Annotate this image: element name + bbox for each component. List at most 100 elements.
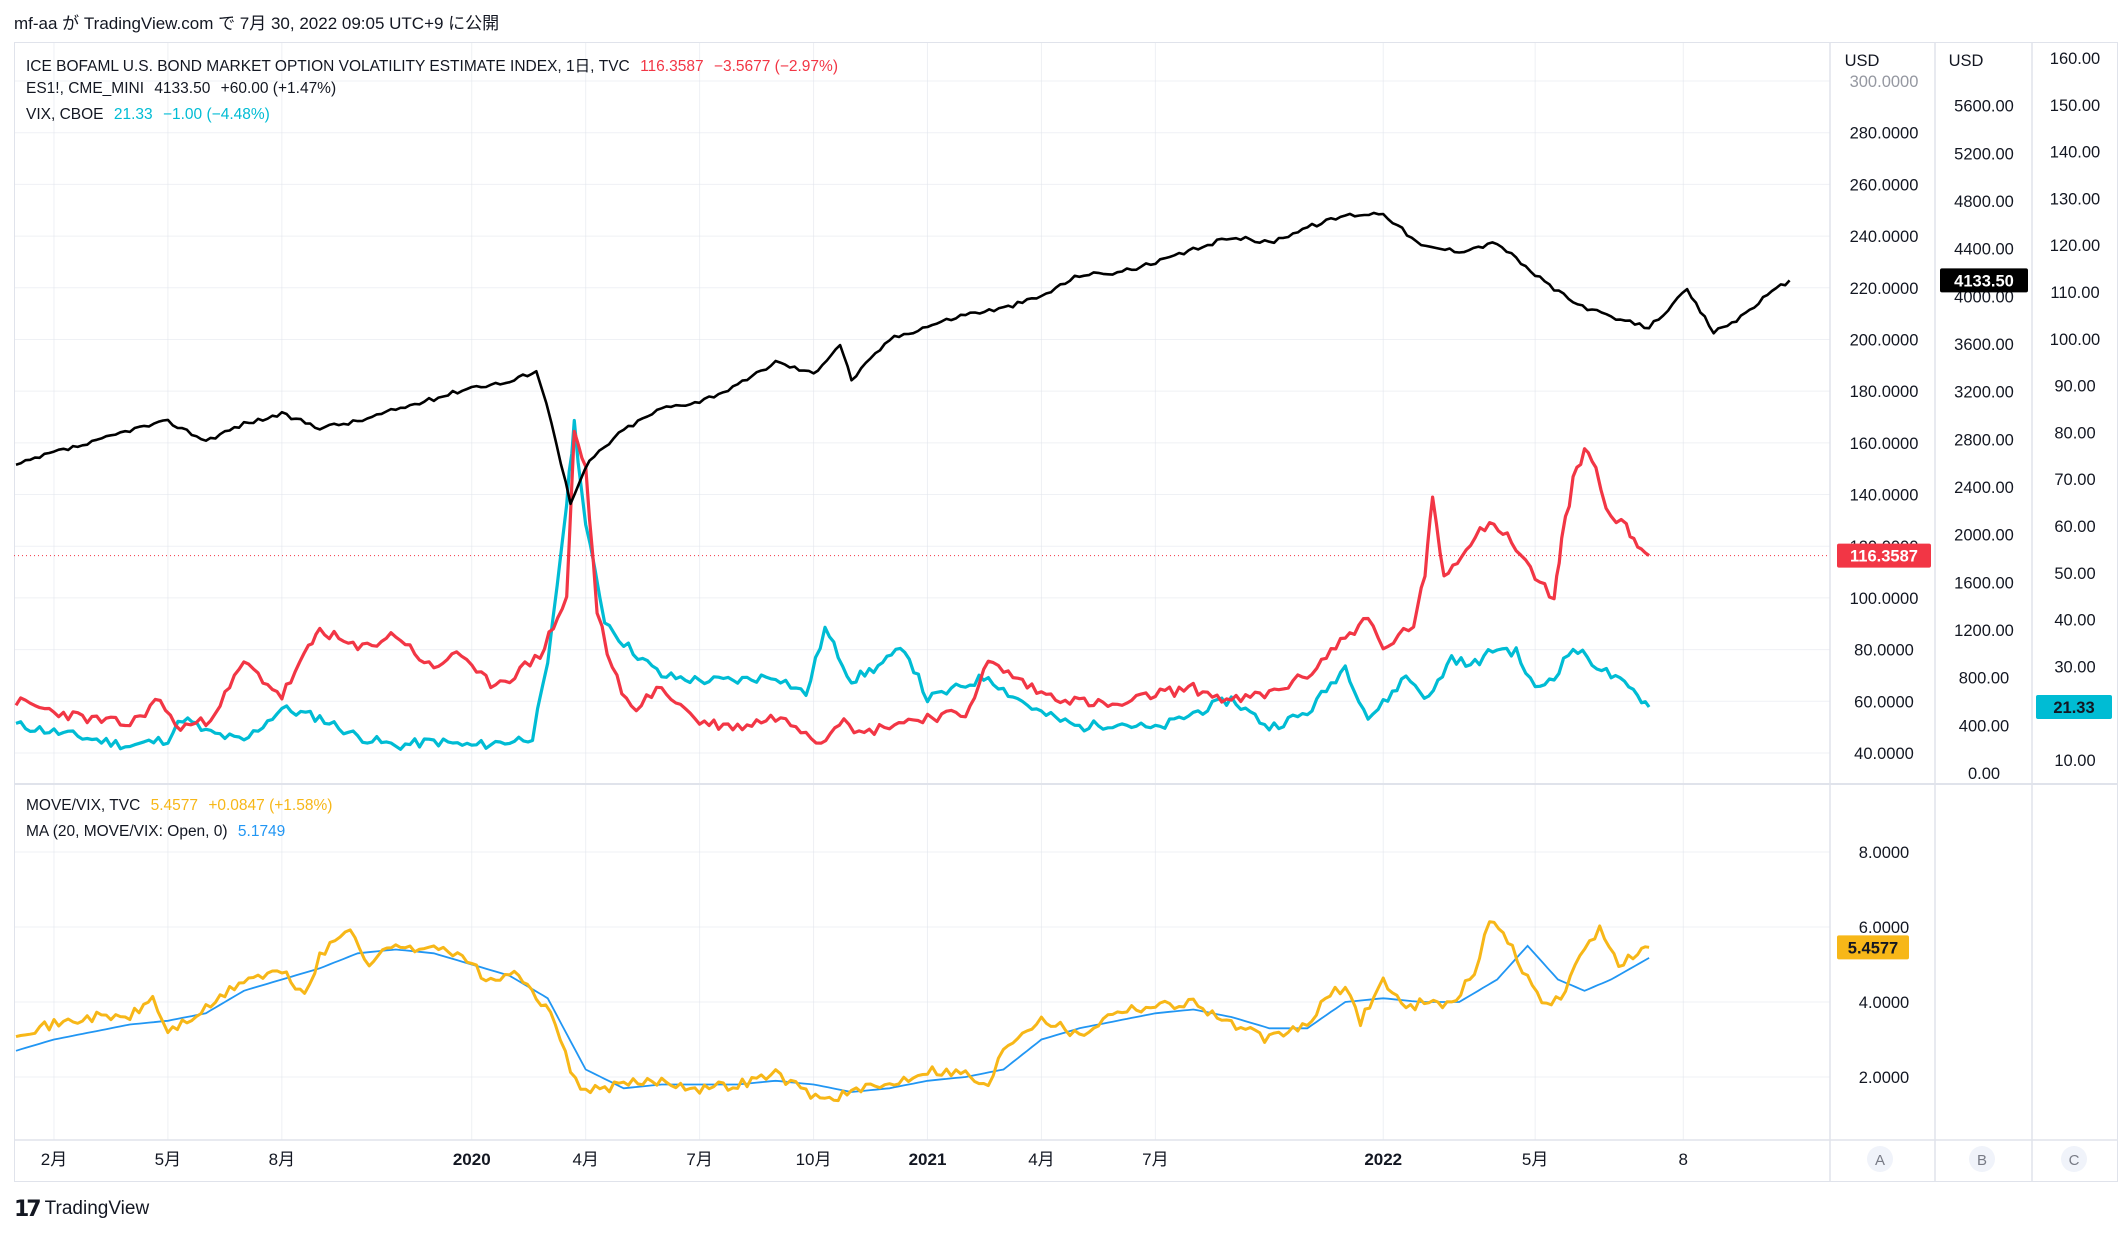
es-axis-tick: 1600.00 bbox=[1954, 574, 2014, 592]
vix-axis-tick: 40.00 bbox=[2054, 612, 2095, 630]
vix-price-badge: 21.33 bbox=[2053, 699, 2094, 717]
legend-move-value: 116.3587 bbox=[640, 58, 704, 75]
legend-es-name: ES1!, CME_MINI bbox=[26, 80, 144, 97]
legend-vix-name: VIX, CBOE bbox=[26, 106, 104, 123]
tradingview-logo-icon: 𝟭𝟳 bbox=[14, 1196, 42, 1221]
legend-es-value: 4133.50 bbox=[154, 80, 211, 97]
vix-axis-tick: 140.00 bbox=[2050, 144, 2100, 162]
legend-vix-value: 21.33 bbox=[113, 106, 153, 123]
move-axis-tick: 220.0000 bbox=[1850, 280, 1919, 298]
ratio-axis-tick: 4.0000 bbox=[1859, 994, 1909, 1012]
legend-ma-value: 5.1749 bbox=[237, 823, 286, 840]
move-line[interactable] bbox=[14, 429, 1651, 745]
legend-move-row[interactable]: ICE BOFAML U.S. BOND MARKET OPTION VOLAT… bbox=[26, 54, 844, 76]
legend-move-name: ICE BOFAML U.S. BOND MARKET OPTION VOLAT… bbox=[26, 58, 630, 75]
scale-a-currency: USD bbox=[1845, 52, 1880, 70]
vix-axis-tick: 30.00 bbox=[2054, 658, 2095, 676]
es-axis-tick: 2800.00 bbox=[1954, 431, 2014, 449]
move-axis-tick: 300.0000 bbox=[1850, 73, 1919, 91]
move-axis-tick: 260.0000 bbox=[1850, 176, 1919, 194]
vix-axis-tick: 90.00 bbox=[2054, 378, 2095, 396]
move-price-badge-bg bbox=[1837, 543, 1931, 568]
vix-price-badge-bg bbox=[2036, 694, 2112, 719]
legend-ma-row[interactable]: MA (20, MOVE/VIX: Open, 0) 5.1749 bbox=[26, 823, 291, 841]
vix-axis-tick: 80.00 bbox=[2054, 424, 2095, 442]
vix-axis-tick: 130.00 bbox=[2050, 190, 2100, 208]
ratio-line[interactable] bbox=[15, 920, 1650, 1103]
ratio-axis-tick: 8.0000 bbox=[1859, 844, 1909, 862]
es-price-badge-bg bbox=[1940, 268, 2028, 293]
time-axis-label: 2022 bbox=[1364, 1150, 1402, 1169]
move-axis-tick: 80.0000 bbox=[1854, 642, 1914, 660]
ratio-axis-tick: 6.0000 bbox=[1859, 919, 1909, 937]
vix-axis-tick: 50.00 bbox=[2054, 565, 2095, 583]
vix-axis-tick: 120.00 bbox=[2050, 237, 2100, 255]
es-axis-tick: 2400.00 bbox=[1954, 479, 2014, 497]
time-axis-label: 7月 bbox=[1142, 1150, 1168, 1169]
move-axis-tick: 100.0000 bbox=[1850, 590, 1919, 608]
time-axis-label: 4月 bbox=[1028, 1150, 1054, 1169]
vix-axis-tick: 110.00 bbox=[2050, 284, 2099, 302]
scale-button-bg[interactable] bbox=[2061, 1146, 2087, 1172]
move-axis-tick: 240.0000 bbox=[1850, 228, 1919, 246]
time-axis-label: 7月 bbox=[686, 1150, 712, 1169]
footer-brand[interactable]: 𝟭𝟳 TradingView bbox=[14, 1196, 149, 1222]
es-axis-tick: 1200.00 bbox=[1954, 622, 2014, 640]
es-axis-tick: 4000.00 bbox=[1954, 288, 2014, 306]
es-axis-tick: 4400.00 bbox=[1954, 241, 2014, 259]
legend-ratio-row[interactable]: MOVE/VIX, TVC 5.4577 +0.0847 (+1.58%) bbox=[26, 797, 338, 815]
scale-button-bg[interactable] bbox=[1867, 1146, 1893, 1172]
es-axis-tick: 0.00 bbox=[1968, 765, 2000, 783]
legend-ratio-name: MOVE/VIX, TVC bbox=[26, 797, 141, 814]
publisher-line: mf-aa が TradingView.com で 7月 30, 2022 09… bbox=[14, 14, 500, 33]
es-axis-tick: 400.00 bbox=[1959, 717, 2009, 735]
time-axis-label: 4月 bbox=[572, 1150, 598, 1169]
scale-button-b[interactable]: B bbox=[1977, 1152, 1987, 1169]
scale-button-bg[interactable] bbox=[1969, 1146, 1995, 1172]
legend-ma-name: MA (20, MOVE/VIX: Open, 0) bbox=[26, 823, 228, 840]
time-axis-label: 5月 bbox=[1522, 1150, 1548, 1169]
move-axis-tick: 180.0000 bbox=[1850, 383, 1919, 401]
chart-frame[interactable] bbox=[14, 42, 2118, 1182]
time-axis-label: 2021 bbox=[909, 1150, 947, 1169]
scale-b-currency: USD bbox=[1949, 52, 1984, 70]
es-axis-tick: 5200.00 bbox=[1954, 145, 2014, 163]
ratio-axis-tick: 2.0000 bbox=[1859, 1069, 1909, 1087]
vix-axis-tick: 60.00 bbox=[2054, 518, 2095, 536]
legend-ratio-change: +0.0847 (+1.58%) bbox=[208, 797, 333, 814]
es-axis-tick: 3600.00 bbox=[1954, 336, 2014, 354]
vix-axis-tick: 100.00 bbox=[2050, 331, 2100, 349]
legend-move-change: −3.5677 (−2.97%) bbox=[713, 58, 838, 75]
vix-axis-tick: 10.00 bbox=[2054, 752, 2095, 770]
move-axis-tick: 60.0000 bbox=[1854, 693, 1914, 711]
time-axis-label: 8 bbox=[1679, 1150, 1688, 1169]
scale-button-a[interactable]: A bbox=[1875, 1152, 1885, 1169]
time-axis-label: 2月 bbox=[41, 1150, 67, 1169]
move-axis-tick: 200.0000 bbox=[1850, 331, 1919, 349]
es-price-badge: 4133.50 bbox=[1954, 272, 2014, 290]
vix-axis-tick: 70.00 bbox=[2054, 471, 2095, 489]
legend-vix-change: −1.00 (−4.48%) bbox=[162, 106, 270, 123]
es-axis-tick: 4800.00 bbox=[1954, 193, 2014, 211]
move-axis-tick: 40.0000 bbox=[1854, 745, 1914, 763]
move-price-badge: 116.3587 bbox=[1850, 548, 1918, 566]
es-axis-tick: 3200.00 bbox=[1954, 384, 2014, 402]
vix-line[interactable] bbox=[15, 418, 1651, 751]
time-axis-label: 8月 bbox=[269, 1150, 295, 1169]
ma-line[interactable] bbox=[15, 944, 1650, 1093]
es-axis-tick: 800.00 bbox=[1959, 670, 2009, 688]
ratio-price-badge-bg bbox=[1837, 935, 1909, 960]
legend-es-change: +60.00 (+1.47%) bbox=[220, 80, 337, 97]
time-axis-label: 2020 bbox=[453, 1150, 491, 1169]
es-line[interactable] bbox=[15, 211, 1791, 506]
time-axis-label: 5月 bbox=[155, 1150, 181, 1169]
scale-button-c[interactable]: C bbox=[2069, 1152, 2080, 1169]
move-axis-tick: 140.0000 bbox=[1850, 487, 1919, 505]
ratio-price-badge: 5.4577 bbox=[1848, 939, 1898, 957]
legend-ratio-value: 5.4577 bbox=[150, 797, 199, 814]
legend-vix-row[interactable]: VIX, CBOE 21.33 −1.00 (−4.48%) bbox=[26, 106, 276, 124]
footer-brand-text: TradingView bbox=[44, 1198, 150, 1219]
es-axis-tick: 2000.00 bbox=[1954, 527, 2014, 545]
legend-es-row[interactable]: ES1!, CME_MINI 4133.50 +60.00 (+1.47%) bbox=[26, 80, 342, 98]
